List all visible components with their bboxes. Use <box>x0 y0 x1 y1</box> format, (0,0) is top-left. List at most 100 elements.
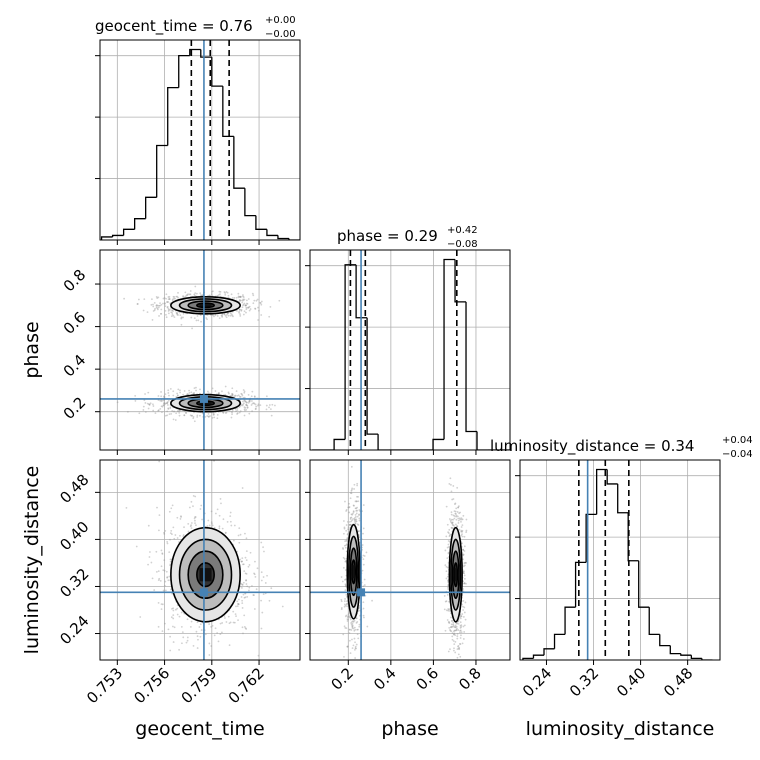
scatter-point <box>355 512 358 515</box>
scatter-point <box>229 621 232 624</box>
scatter-point <box>456 511 459 513</box>
scatter-point <box>265 408 268 411</box>
scatter-point <box>189 293 192 296</box>
scatter-point <box>167 399 170 402</box>
scatter-point <box>459 643 462 646</box>
scatter-point <box>152 409 155 412</box>
scatter-point <box>455 622 458 625</box>
scatter-point <box>261 611 264 614</box>
hist-bar <box>669 645 681 655</box>
scatter-point <box>190 620 193 623</box>
scatter-point <box>351 625 354 628</box>
density-core <box>352 565 355 579</box>
scatter-point <box>183 414 186 417</box>
panel-phase-vs-luminosity-distance-content <box>310 460 510 660</box>
scatter-point <box>182 636 185 639</box>
scatter-point <box>166 410 169 413</box>
scatter-point <box>225 316 228 319</box>
scatter-point <box>191 327 193 330</box>
scatter-point <box>242 403 244 406</box>
scatter-point <box>259 301 262 304</box>
scatter-point <box>348 628 351 631</box>
x-tick-label-phase: 0.4 <box>370 664 400 694</box>
scatter-point <box>178 414 181 417</box>
scatter-point <box>358 509 361 511</box>
scatter-point <box>444 629 447 632</box>
scatter-point <box>148 403 151 406</box>
scatter-point <box>224 617 226 619</box>
scatter-point <box>340 608 343 611</box>
scatter-point <box>462 565 465 568</box>
scatter-point <box>457 506 459 509</box>
scatter-point <box>257 403 260 406</box>
scatter-point <box>219 622 222 625</box>
scatter-point <box>451 523 454 526</box>
scatter-point <box>239 315 242 317</box>
scatter-point <box>242 389 245 391</box>
scatter-point <box>171 625 174 628</box>
scatter-point <box>363 555 366 557</box>
scatter-point <box>167 408 170 410</box>
scatter-point <box>462 549 465 551</box>
scatter-point <box>169 538 171 541</box>
scatter-point <box>349 616 351 619</box>
scatter-point <box>162 569 165 571</box>
scatter-point <box>184 291 187 294</box>
scatter-point <box>194 519 196 522</box>
panel-phase-vs-luminosity-distance-frame <box>309 459 511 661</box>
scatter-point <box>462 600 465 602</box>
scatter-point <box>454 651 457 654</box>
scatter-point <box>448 600 450 603</box>
scatter-point <box>206 318 208 321</box>
scatter-point <box>178 311 181 314</box>
scatter-point <box>179 314 182 317</box>
scatter-point <box>450 511 453 514</box>
scatter-point <box>349 497 352 500</box>
scatter-point <box>355 507 358 510</box>
scatter-point <box>346 603 348 605</box>
scatter-point <box>207 519 210 522</box>
scatter-point <box>156 308 159 311</box>
scatter-point <box>245 304 247 307</box>
scatter-point <box>458 512 461 515</box>
scatter-point <box>235 390 238 392</box>
scatter-point <box>211 416 214 419</box>
scatter-point <box>218 317 221 320</box>
scatter-point <box>243 414 246 417</box>
scatter-point <box>350 516 353 519</box>
scatter-point <box>366 625 369 628</box>
scatter-point <box>244 627 247 630</box>
scatter-point <box>158 304 160 307</box>
scatter-point <box>240 308 243 311</box>
scatter-point <box>241 607 244 609</box>
scatter-point <box>219 670 221 672</box>
scatter-point <box>162 302 164 305</box>
scatter-point <box>447 552 450 555</box>
scatter-point <box>463 572 465 575</box>
scatter-point <box>216 632 219 634</box>
scatter-point <box>350 520 353 523</box>
scatter-point <box>171 410 174 412</box>
scatter-point <box>352 627 355 630</box>
scatter-point <box>358 623 361 626</box>
hist-bar <box>595 468 608 515</box>
scatter-point <box>156 304 159 307</box>
scatter-point <box>243 391 246 394</box>
scatter-point <box>169 558 172 561</box>
scatter-point <box>451 522 453 525</box>
scatter-point <box>247 401 250 404</box>
scatter-point <box>214 390 217 392</box>
scatter-point <box>207 413 210 415</box>
scatter-point <box>172 617 175 620</box>
scatter-point <box>238 406 241 409</box>
scatter-point <box>450 527 453 529</box>
scatter-point <box>355 621 358 624</box>
scatter-point <box>447 532 450 535</box>
scatter-point <box>348 628 351 631</box>
scatter-point <box>213 315 215 318</box>
scatter-point <box>158 315 160 317</box>
scatter-point <box>340 600 343 603</box>
scatter-point <box>246 406 249 409</box>
scatter-point <box>225 621 228 623</box>
scatter-point <box>245 550 248 553</box>
